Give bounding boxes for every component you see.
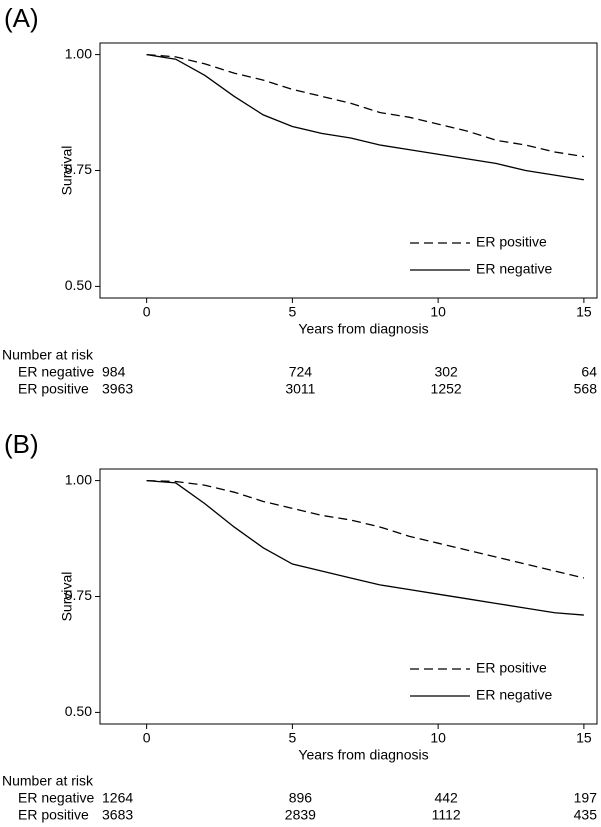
risk-count: 1112	[432, 807, 461, 823]
panel-label: (B)	[4, 429, 39, 459]
risk-count: 3963	[102, 381, 133, 397]
risk-count: 435	[574, 807, 598, 823]
x-tick-label: 0	[143, 730, 151, 746]
x-tick-label: 5	[288, 304, 296, 320]
legend-label: ER positive	[476, 234, 547, 250]
survival-curve	[146, 53, 584, 158]
risk-row-name: ER negative	[18, 790, 94, 806]
risk-table-title: Number at risk	[2, 773, 94, 789]
x-axis-label: Years from diagnosis	[298, 321, 428, 337]
x-tick-label: 10	[430, 730, 446, 746]
y-tick-label: 1.00	[65, 471, 92, 487]
survival-curve	[146, 479, 584, 616]
risk-count: 568	[574, 381, 598, 397]
risk-row-name: ER positive	[18, 807, 89, 823]
x-tick-label: 15	[576, 304, 592, 320]
y-tick-label: 1.00	[65, 45, 92, 61]
risk-count: 724	[289, 364, 313, 380]
x-tick-label: 15	[576, 730, 592, 746]
legend-label: ER positive	[476, 660, 547, 676]
y-axis-label: Survival	[59, 572, 75, 622]
x-tick-label: 5	[288, 730, 296, 746]
legend-label: ER negative	[476, 687, 552, 703]
y-tick-label: 0.75	[65, 161, 92, 177]
risk-count: 1264	[102, 790, 133, 806]
y-tick-label: 0.50	[65, 277, 92, 293]
risk-table-title: Number at risk	[2, 347, 94, 363]
survival-curve	[146, 53, 584, 181]
risk-count: 3011	[285, 381, 315, 397]
panel-label: (A)	[4, 3, 39, 33]
risk-count: 1252	[431, 381, 462, 397]
risk-count: 64	[581, 364, 597, 380]
y-tick-label: 0.75	[65, 587, 92, 603]
risk-count: 896	[289, 790, 313, 806]
survival-curve	[146, 479, 585, 579]
risk-count: 2839	[285, 807, 316, 823]
risk-count: 984	[102, 364, 126, 380]
x-axis-label: Years from diagnosis	[298, 747, 428, 763]
risk-row-name: ER negative	[18, 364, 94, 380]
x-tick-label: 10	[430, 304, 446, 320]
risk-count: 302	[434, 364, 458, 380]
risk-row-name: ER positive	[18, 381, 89, 397]
y-tick-label: 0.50	[65, 703, 92, 719]
x-tick-label: 0	[143, 304, 151, 320]
legend-label: ER negative	[476, 261, 552, 277]
risk-count: 3683	[102, 807, 133, 823]
y-axis-label: Survival	[59, 146, 75, 196]
risk-count: 442	[434, 790, 458, 806]
risk-count: 197	[574, 790, 598, 806]
